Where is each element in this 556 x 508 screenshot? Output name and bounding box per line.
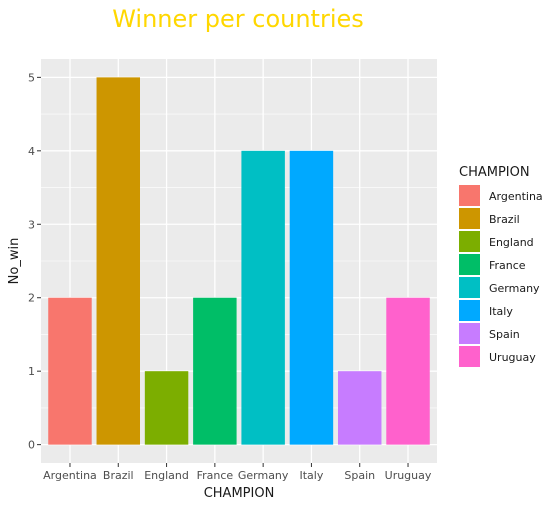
x-tick-label: Brazil [103, 469, 134, 482]
x-tick-label: Germany [238, 469, 289, 482]
bar-argentina [48, 297, 92, 445]
legend-label: Germany [489, 282, 540, 295]
bars [48, 77, 430, 445]
legend-label: Spain [489, 328, 520, 341]
legend-label: Brazil [489, 213, 520, 226]
legend-key-argentina [459, 185, 480, 206]
legend-key-italy [459, 300, 480, 321]
x-tick-label: Italy [300, 469, 324, 482]
legend-label: England [489, 236, 534, 249]
legend-items: Argentina Brazil England France Germany Italy… [459, 185, 543, 367]
bar-england [144, 371, 189, 445]
legend-label: France [489, 259, 526, 272]
legend-key-england [459, 231, 480, 252]
legend-key-spain [459, 323, 480, 344]
y-axis-title: No_win [7, 238, 22, 285]
x-axis-title: CHAMPION [204, 486, 275, 501]
bar-spain [338, 371, 382, 445]
y-tick-label: 4 [28, 145, 35, 158]
chart-title: Winner per countries [112, 5, 364, 33]
x-axis-ticks: Argentina Brazil England France Germany Italy… [43, 463, 432, 482]
legend-title: CHAMPION [459, 165, 530, 180]
y-axis-ticks: 0 1 2 3 4 5 [28, 71, 41, 452]
legend-label: Argentina [489, 190, 543, 203]
bar-brazil [96, 77, 140, 445]
y-tick-label: 3 [28, 218, 35, 231]
legend-key-germany [459, 277, 480, 298]
bar-uruguay [386, 297, 430, 445]
x-tick-label: Spain [344, 469, 375, 482]
legend-key-uruguay [459, 346, 480, 367]
legend: CHAMPION Argentina Brazil England France Ger… [459, 165, 543, 367]
x-tick-label: England [144, 469, 189, 482]
x-tick-label: Argentina [43, 469, 97, 482]
bar-italy [289, 150, 334, 445]
legend-key-brazil [459, 208, 480, 229]
bar-germany [241, 150, 285, 445]
y-tick-label: 1 [28, 365, 35, 378]
legend-label: Italy [489, 305, 513, 318]
x-tick-label: France [197, 469, 234, 482]
y-tick-label: 2 [28, 292, 35, 305]
bar-france [193, 297, 237, 445]
legend-label: Uruguay [489, 351, 536, 364]
legend-key-france [459, 254, 480, 275]
x-tick-label: Uruguay [385, 469, 432, 482]
y-tick-label: 0 [28, 439, 35, 452]
y-tick-label: 5 [28, 71, 35, 84]
